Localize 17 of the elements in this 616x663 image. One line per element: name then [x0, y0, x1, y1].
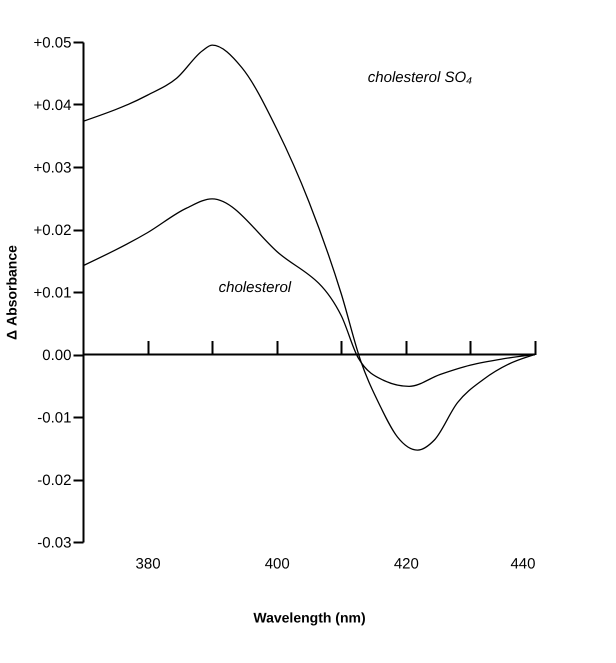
- x-tick-label: 440: [510, 556, 536, 572]
- y-tick-label: 0.00: [42, 347, 72, 364]
- y-tick-label: +0.05: [34, 34, 72, 52]
- x-tick-label: 420: [394, 556, 419, 572]
- annotation: cholesterol SO₄: [368, 69, 472, 86]
- y-tick-label: +0.04: [34, 97, 72, 114]
- x-tick-label: 380: [136, 556, 161, 572]
- annotation: cholesterol: [218, 279, 292, 296]
- y-tick-label: -0.01: [37, 410, 72, 426]
- y-tick-label: -0.02: [37, 472, 72, 489]
- y-axis-title: Δ Absorbance: [4, 244, 20, 340]
- y-tick-label: +0.01: [34, 284, 72, 302]
- y-tick-label: +0.02: [34, 222, 72, 239]
- y-tick-label: +0.03: [34, 160, 72, 176]
- x-axis-title: Wavelength (nm): [253, 610, 366, 626]
- x-tick-label: 400: [264, 556, 290, 572]
- y-tick-label: -0.03: [37, 534, 72, 552]
